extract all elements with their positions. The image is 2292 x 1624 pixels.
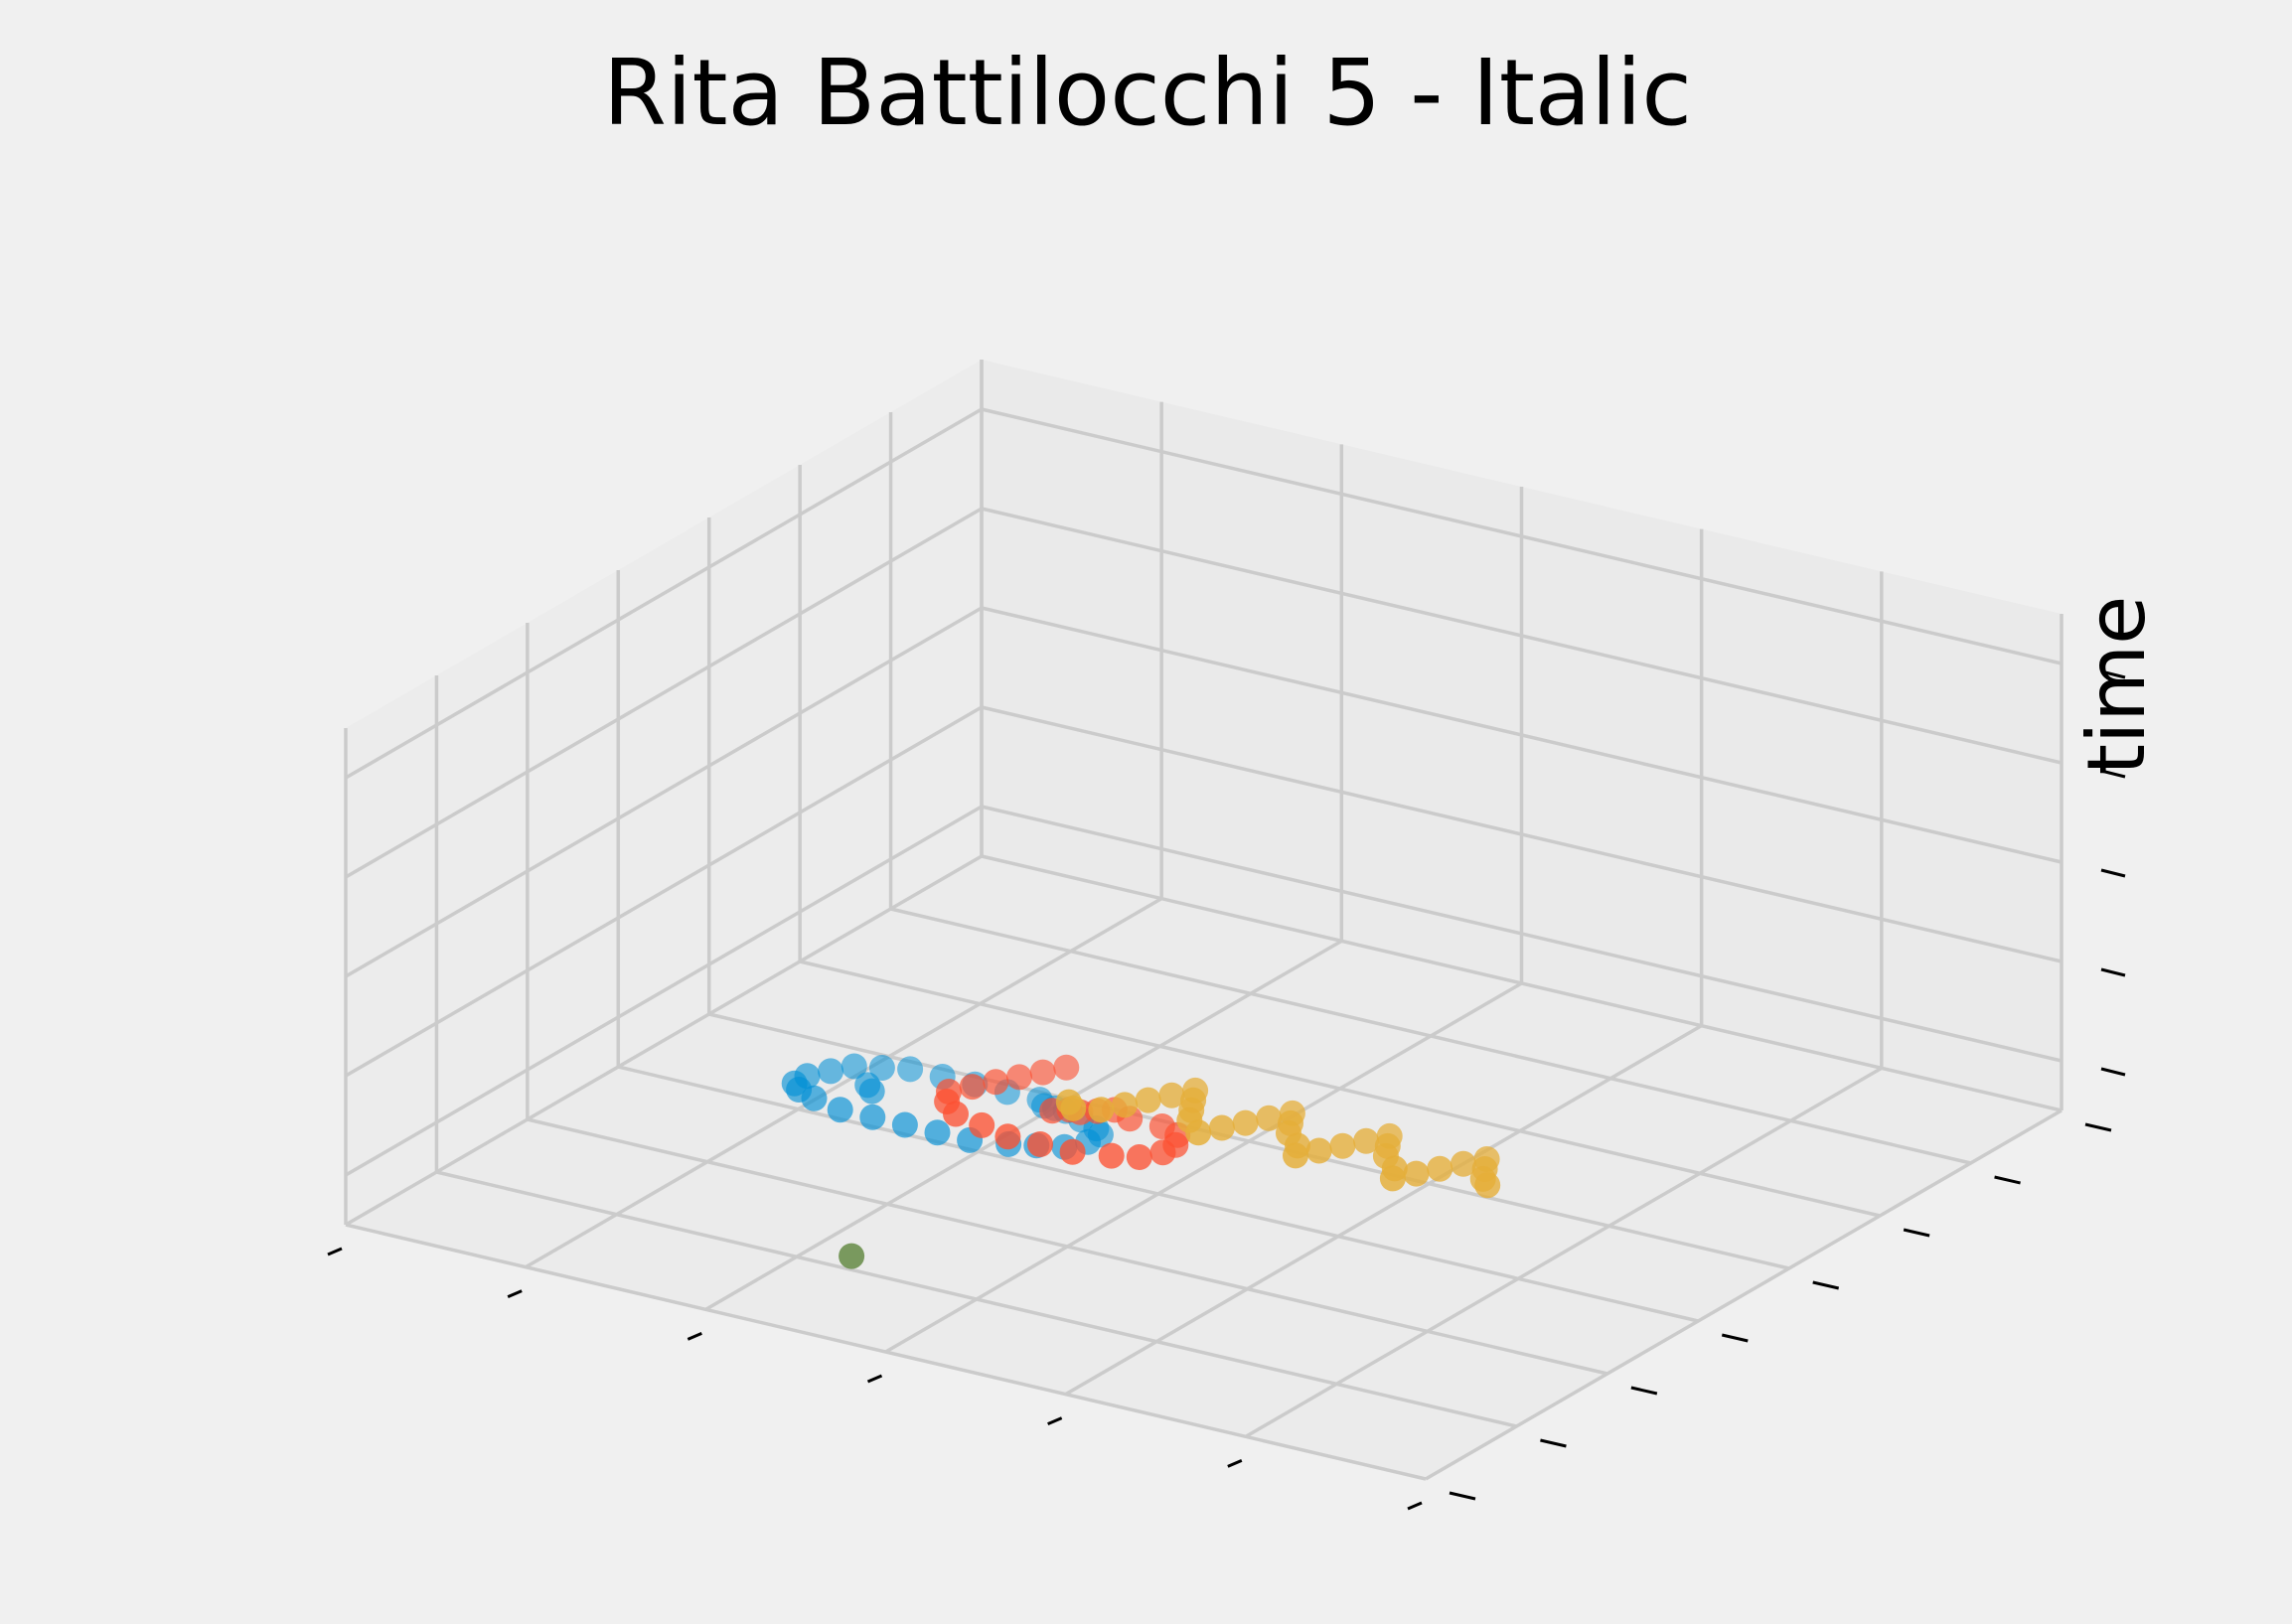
x-tick <box>1407 1501 1423 1511</box>
back-grid-line-z <box>981 606 2063 864</box>
y-tick <box>1721 1333 1749 1343</box>
floor-grid-line-y <box>981 854 2063 1112</box>
z-tick <box>2100 1067 2126 1077</box>
scatter-point-series-3 <box>1256 1105 1283 1131</box>
floor-grid-line-y <box>799 960 1881 1218</box>
y-tick <box>2084 1122 2112 1132</box>
left-grid-line-z <box>345 507 983 879</box>
scatter-point-series-2 <box>943 1101 969 1127</box>
scatter-point-series-3 <box>1088 1097 1115 1123</box>
floor-grid-line-y <box>617 1065 1699 1323</box>
z-tick <box>2100 669 2126 679</box>
x-tick <box>507 1289 523 1299</box>
x-tick <box>1047 1416 1063 1426</box>
scatter-point-series-1 <box>891 1111 918 1138</box>
scatter-point-series-3 <box>1283 1142 1308 1169</box>
y-tick <box>1812 1280 1840 1290</box>
floor-grid-line-x <box>345 854 983 1227</box>
scatter-point-series-3 <box>1305 1137 1332 1164</box>
scatter-point-series-2 <box>959 1074 986 1101</box>
back-grid-line-z <box>981 407 2063 665</box>
left-grid-line-z <box>345 805 983 1177</box>
left-grid-line-z <box>345 407 983 780</box>
scatter-point-series-1 <box>897 1056 924 1083</box>
y-tick <box>1994 1175 2021 1185</box>
scatter-point-series-1 <box>924 1119 951 1146</box>
scatter-point-series-3 <box>1403 1160 1430 1187</box>
y-tick <box>1630 1386 1658 1396</box>
y-tick <box>1449 1491 1476 1501</box>
floor-grid-line-x <box>525 897 1163 1269</box>
scatter-point-series-3 <box>1379 1165 1406 1192</box>
floor-grid-line-x <box>1064 1024 1703 1397</box>
scatter-point-series-2 <box>1006 1064 1032 1091</box>
grid-lines <box>344 360 2063 1481</box>
z-axis-label: time <box>2070 596 2163 776</box>
scatter-point-series-3 <box>1158 1082 1185 1108</box>
scatter-point-series-2 <box>1149 1139 1176 1166</box>
scatter-point-series-2 <box>1053 1054 1080 1081</box>
y-tick <box>1903 1228 1930 1238</box>
scatter-point-series-1 <box>827 1097 853 1123</box>
floor-grid-line-y <box>436 1170 1517 1428</box>
scatter-point-series-3 <box>1060 1095 1087 1121</box>
scatter-point-series-1 <box>801 1085 828 1111</box>
scatter-point-series-2 <box>1027 1131 1053 1157</box>
scatter-point-series-3 <box>1135 1087 1161 1113</box>
scatter-point-series-3 <box>1427 1155 1453 1182</box>
scatter-point-series-3 <box>1208 1114 1235 1141</box>
floor-grid-line-x <box>1244 1066 1883 1438</box>
back-grid-line-z <box>981 507 2063 765</box>
z-tick <box>2100 967 2126 977</box>
x-tick <box>1227 1458 1243 1468</box>
scatter-point-series-1 <box>859 1104 886 1130</box>
scatter-point-series-2 <box>983 1069 1009 1096</box>
scatter-point-series-2 <box>1029 1059 1056 1086</box>
scatter-point-series-2 <box>969 1111 995 1138</box>
y-tick <box>1540 1438 1567 1448</box>
scatter-point-series-3 <box>1329 1132 1356 1159</box>
scatter-point-series-1 <box>840 1053 867 1080</box>
scatter-point-series-2 <box>994 1123 1021 1150</box>
floor-grid-line-x <box>704 939 1343 1311</box>
scatter-point-series-2 <box>1126 1144 1152 1170</box>
scatter-point-series-1 <box>818 1058 844 1085</box>
scatter-points <box>781 1053 1501 1269</box>
floor-grid-line-y <box>708 1012 1790 1270</box>
scatter-point-series-3 <box>1450 1150 1476 1177</box>
scatter-point-series-2 <box>1059 1138 1086 1165</box>
x-tick <box>687 1331 702 1341</box>
left-grid-line-z <box>345 705 983 1078</box>
scatter-point-series-3 <box>1112 1092 1139 1118</box>
x-tick <box>866 1374 883 1384</box>
floor-grid-line-y <box>890 907 1971 1165</box>
back-grid-line-z <box>981 805 2063 1063</box>
x-tick <box>327 1247 343 1256</box>
scatter-point-series-3 <box>1353 1127 1380 1154</box>
back-grid-line-z <box>981 705 2063 963</box>
scatter-point-series-2 <box>1098 1142 1125 1169</box>
axis-ticks <box>327 669 2126 1511</box>
floor-grid-line-y <box>527 1117 1608 1376</box>
floor-grid-line-y <box>345 1223 1427 1481</box>
floor-grid-line-x <box>1425 1108 2063 1481</box>
scatter-point-series-4 <box>839 1243 865 1269</box>
scatter-point-series-1 <box>858 1078 885 1105</box>
scatter-point-series-3 <box>1474 1172 1501 1199</box>
floor-grid-line-x <box>884 981 1523 1354</box>
scatter-point-series-1 <box>868 1055 895 1081</box>
chart-title: Rita Battilocchi 5 - Italic <box>603 40 1692 146</box>
z-tick <box>2100 769 2126 779</box>
z-tick <box>2100 868 2126 878</box>
left-grid-line-z <box>345 606 983 978</box>
scatter-point-series-3 <box>1185 1119 1212 1146</box>
scatter-point-series-3 <box>1232 1109 1259 1136</box>
